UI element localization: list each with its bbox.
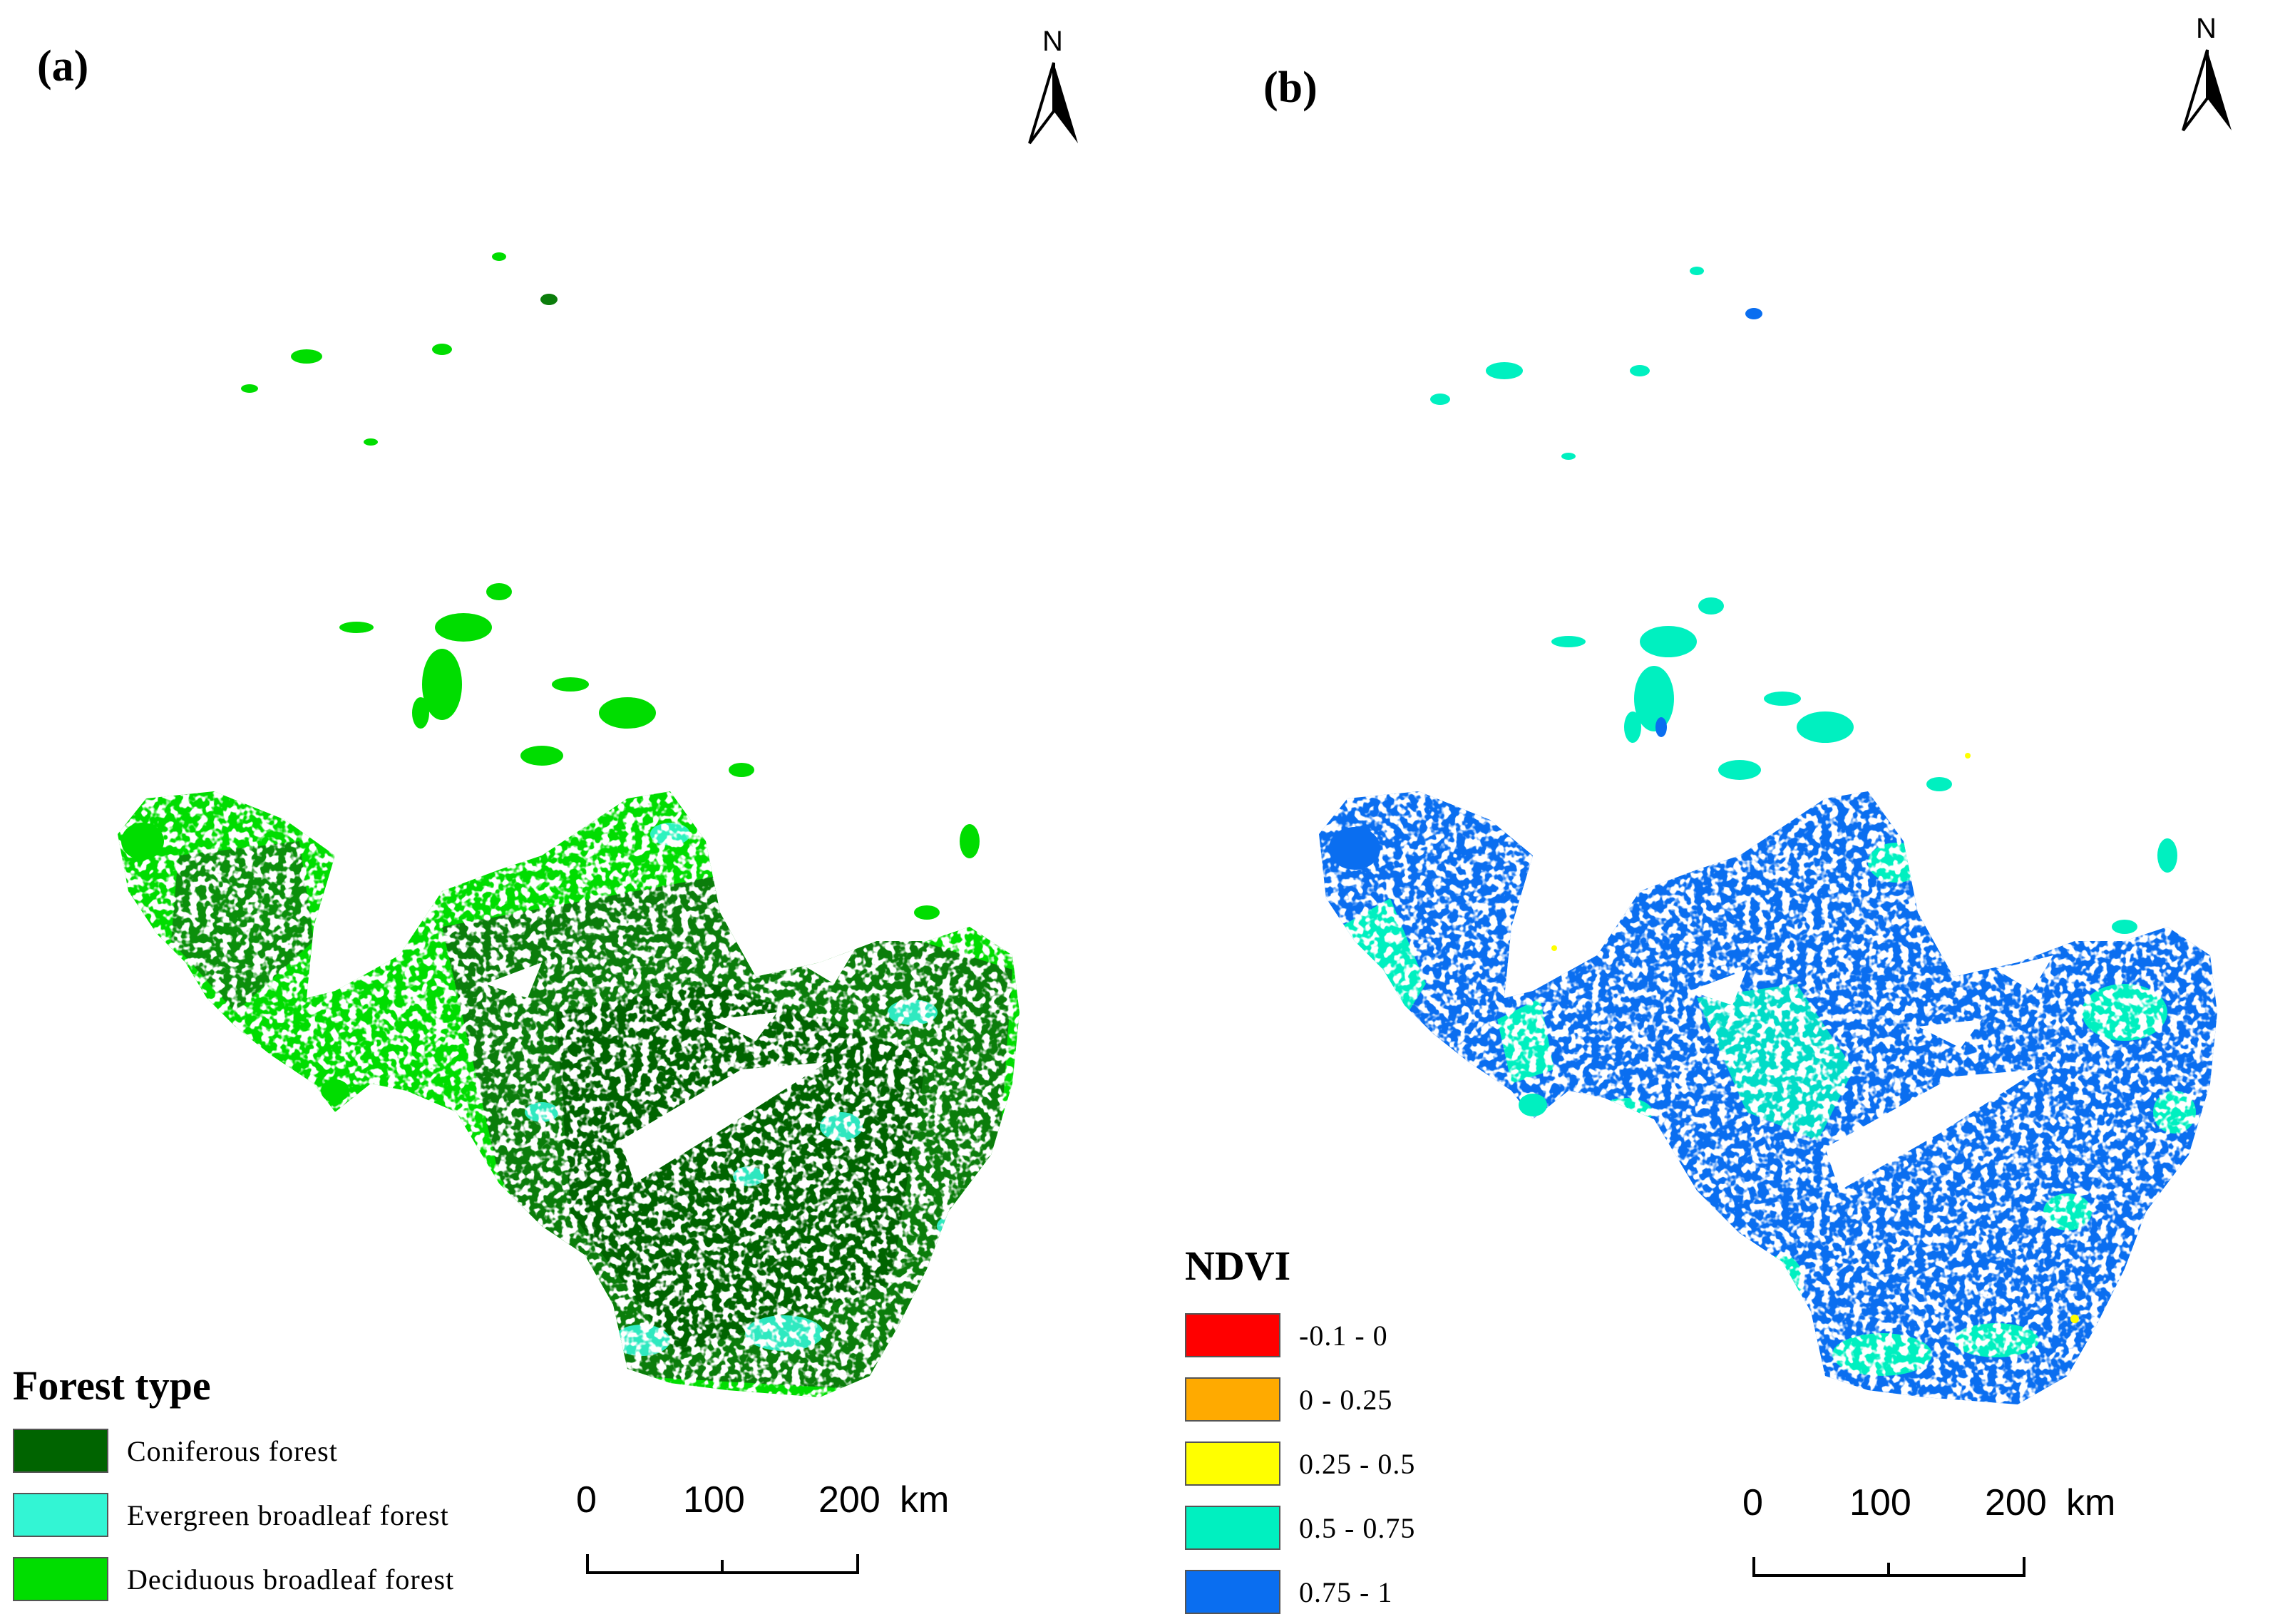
forest-type-map	[118, 252, 1020, 1397]
legend-label: 0.5 - 0.75	[1299, 1511, 1416, 1544]
north-arrow-b: N	[2180, 13, 2237, 134]
ndvi-legend-item: 0 - 0.25	[1185, 1377, 1392, 1422]
scale-bar-a: 0 100 200 km	[542, 1476, 970, 1583]
scale-label-0: 0	[576, 1479, 597, 1521]
ndvi-map	[1319, 267, 2217, 1404]
panel-label-a: (a)	[37, 42, 89, 91]
north-arrow-icon	[2182, 49, 2232, 132]
ndvi-legend-title: NDVI	[1185, 1243, 1291, 1289]
legend-swatch	[1185, 1506, 1280, 1550]
north-letter-a: N	[1042, 26, 1063, 57]
scale-unit: km	[2066, 1482, 2116, 1523]
ndvi-legend-item: 0.5 - 0.75	[1185, 1506, 1415, 1550]
ndvi-legend-item: 0.25 - 0.5	[1185, 1441, 1415, 1486]
legend-label: Evergreen broadleaf forest	[127, 1499, 449, 1531]
legend-label: 0.75 - 1	[1299, 1576, 1393, 1608]
ndvi-legend-item: 0.75 - 1	[1185, 1570, 1392, 1614]
scale-bar-line	[1752, 1557, 2025, 1577]
legend-swatch	[1185, 1313, 1280, 1357]
forest-legend-item: Evergreen broadleaf forest	[13, 1493, 449, 1537]
scale-label-100: 100	[683, 1479, 745, 1521]
scale-label-200: 200	[1985, 1482, 2047, 1523]
scale-label-200: 200	[818, 1479, 880, 1521]
legend-swatch	[1185, 1441, 1280, 1486]
scale-bar-line	[586, 1554, 859, 1574]
north-arrow-icon	[1028, 62, 1078, 145]
forest-legend-title: Forest type	[13, 1362, 211, 1409]
legend-label: -0.1 - 0	[1299, 1319, 1388, 1352]
legend-label: 0 - 0.25	[1299, 1383, 1393, 1416]
legend-swatch	[13, 1429, 108, 1473]
forest-legend-item: Deciduous broadleaf forest	[13, 1557, 454, 1601]
north-arrow-a: N	[1027, 26, 1084, 147]
legend-swatch	[13, 1557, 108, 1601]
scale-label-100: 100	[1849, 1482, 1911, 1523]
scale-unit: km	[900, 1479, 950, 1521]
legend-swatch	[1185, 1570, 1280, 1614]
scale-bar-b: 0 100 200 km	[1708, 1479, 2136, 1586]
legend-swatch	[13, 1493, 108, 1537]
north-letter-b: N	[2196, 13, 2217, 44]
legend-swatch	[1185, 1377, 1280, 1422]
forest-legend-item: Coniferous forest	[13, 1429, 338, 1473]
panel-label-b: (b)	[1263, 63, 1318, 112]
scale-label-0: 0	[1742, 1482, 1763, 1523]
legend-label: Coniferous forest	[127, 1434, 338, 1467]
legend-label: Deciduous broadleaf forest	[127, 1563, 455, 1595]
legend-label: 0.25 - 0.5	[1299, 1447, 1416, 1480]
ndvi-legend-item: -0.1 - 0	[1185, 1313, 1388, 1357]
